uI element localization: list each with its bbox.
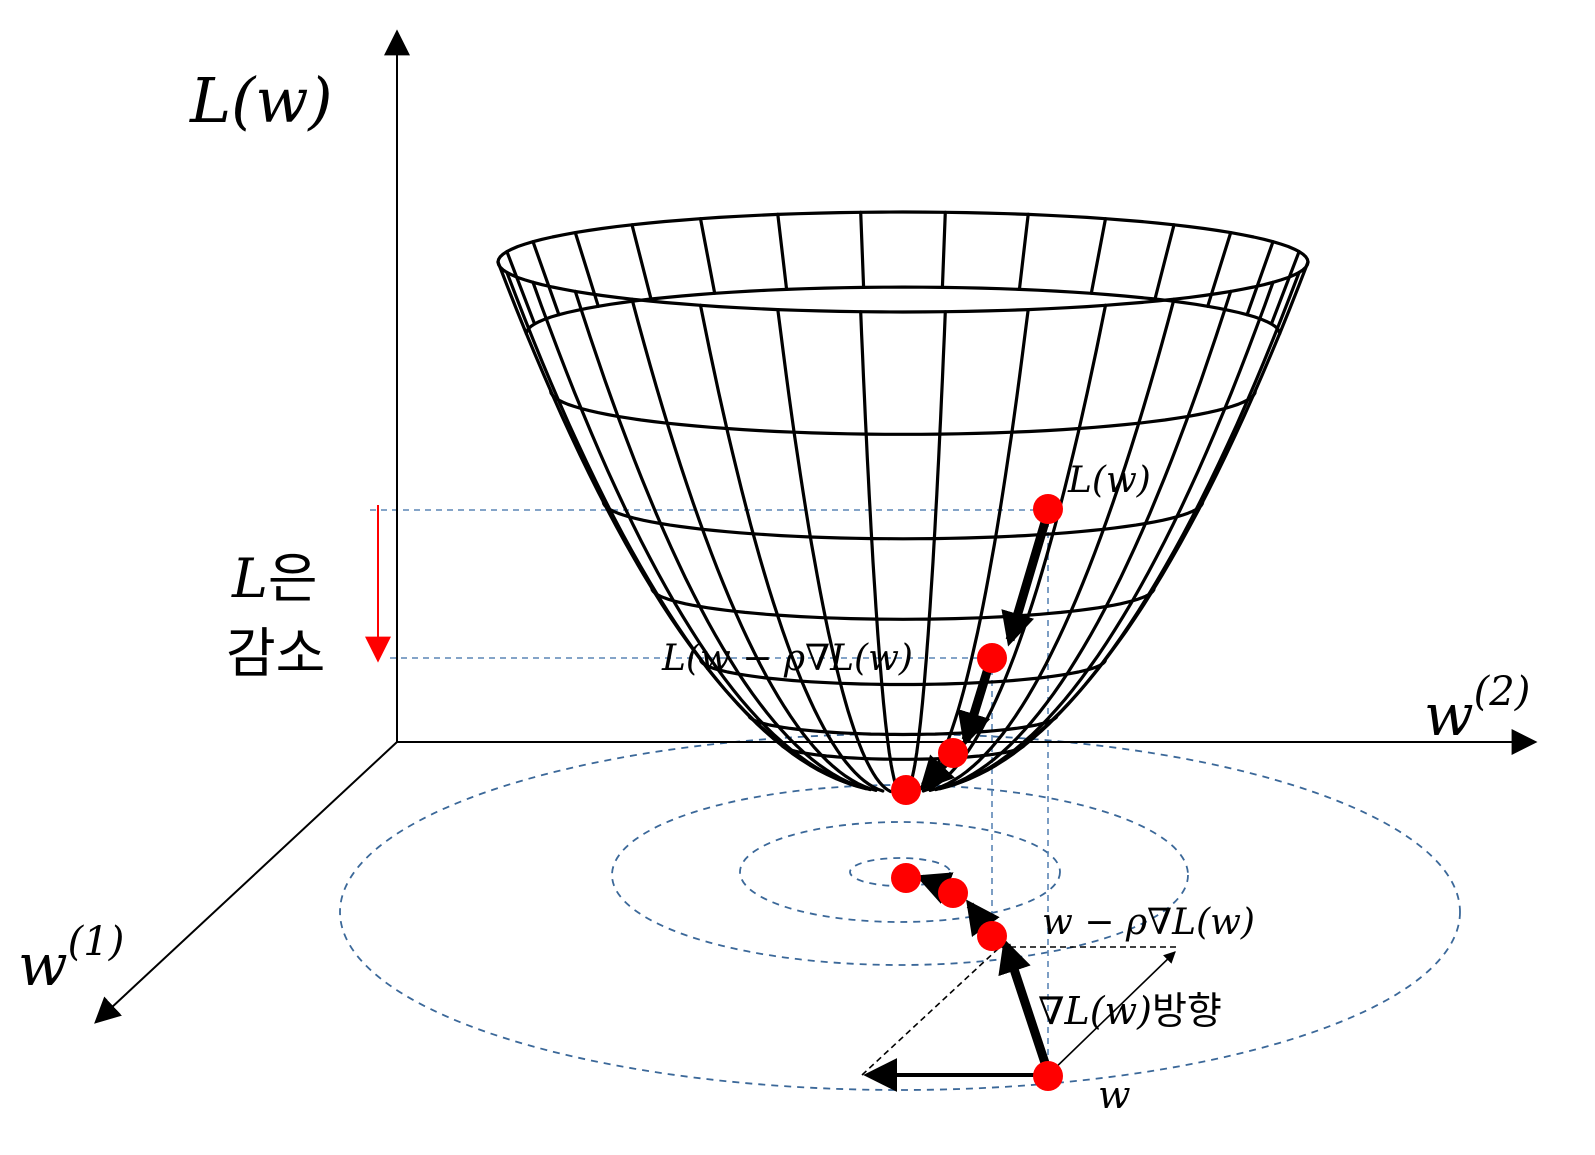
contour-2 — [739, 821, 1061, 923]
surface-step-2 — [957, 660, 995, 747]
surface-meridian-3 — [934, 289, 1233, 792]
surface-ring-2 — [601, 500, 1205, 541]
plane-point-3 — [938, 878, 968, 908]
surface-meridian-12 — [573, 289, 872, 792]
y-axis-label: L(w) — [189, 64, 333, 137]
surface-back-meridian-7 — [859, 210, 866, 289]
surface-ring-0 — [496, 260, 1310, 314]
plane-next-label: w − ρ∇L(w) — [1042, 902, 1255, 943]
surface-point-2 — [977, 643, 1007, 673]
surface-meridian-7 — [905, 310, 947, 794]
surface-meridian-1 — [941, 270, 1301, 790]
plane-point-2 — [977, 921, 1007, 951]
plane-point-min — [891, 863, 921, 893]
surface-meridian-4 — [928, 297, 1176, 792]
surface-rim-back — [496, 210, 1310, 264]
parallelogram-diagonal — [861, 946, 1001, 1076]
surface-back-meridian-10 — [1089, 217, 1108, 295]
surface-back-meridian-13 — [1245, 240, 1275, 317]
plane-point-1 — [1033, 1061, 1063, 1091]
axes — [94, 29, 1538, 1024]
surface-inner-rim — [524, 285, 1282, 336]
surface-point-1 — [1033, 494, 1063, 524]
loss-surface — [496, 210, 1310, 794]
contour-outer — [339, 733, 1461, 1091]
surface-back-meridian-4 — [630, 223, 653, 301]
x1-axis-label: w(1) — [18, 919, 124, 999]
gradient-direction-arrow — [1047, 951, 1176, 1076]
surface-meridian-15 — [496, 260, 865, 789]
gradient-direction-label: ∇L(w)방향 — [1038, 989, 1222, 1033]
surface-meridian-8 — [859, 310, 901, 794]
surface-back-meridian-3 — [573, 231, 600, 308]
surface-point-label: L(w) — [1067, 460, 1151, 501]
surface-back-meridian-11 — [1153, 223, 1176, 301]
surface-next-label: L(w − ρ∇L(w) — [661, 638, 913, 679]
surface-meridian-11 — [630, 297, 878, 792]
descent-points — [891, 494, 1063, 1091]
surface-back-meridian-1 — [505, 250, 537, 326]
surface-meridian-9 — [776, 308, 893, 794]
plane-step-1 — [998, 938, 1053, 1074]
surface-meridian-10 — [698, 303, 885, 793]
surface-back-meridian-6 — [776, 212, 789, 291]
surface-back-meridian-8 — [940, 210, 947, 289]
surface-back-meridian-5 — [698, 217, 717, 295]
surface-meridian-2 — [938, 280, 1275, 791]
surface-point-min — [891, 775, 921, 805]
plane-point-label: w — [1098, 1073, 1131, 1117]
x2-axis-label: w(2) — [1424, 669, 1530, 749]
surface-ring-5 — [747, 713, 1059, 737]
surface-point-3 — [938, 738, 968, 768]
decrease-label-line1: L은 — [231, 547, 318, 610]
surface-ring-3 — [650, 586, 1156, 621]
descent-arrows — [915, 510, 1053, 1074]
surface-back-meridian-14 — [1269, 250, 1301, 326]
projection-guides — [370, 509, 1049, 1075]
decrease-label-line2: 감소 — [226, 622, 325, 685]
surface-back-meridian-2 — [531, 240, 561, 317]
surface-ring-1 — [549, 389, 1257, 436]
surface-back-meridian-9 — [1017, 212, 1030, 291]
surface-bottom — [779, 742, 1027, 761]
surface-back-meridian-12 — [1206, 231, 1233, 308]
surface-step-1 — [1001, 510, 1053, 647]
x1-axis — [94, 741, 398, 1024]
surface-ring-4 — [698, 657, 1108, 687]
